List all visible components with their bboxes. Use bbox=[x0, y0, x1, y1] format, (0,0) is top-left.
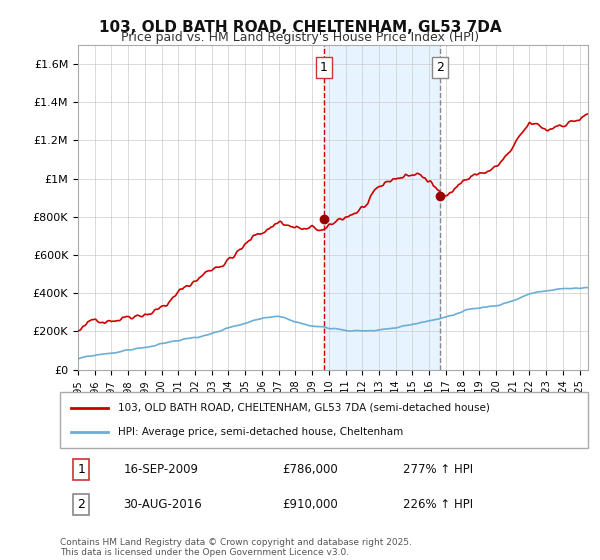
Text: 16-SEP-2009: 16-SEP-2009 bbox=[124, 463, 199, 476]
Text: £786,000: £786,000 bbox=[282, 463, 338, 476]
FancyBboxPatch shape bbox=[60, 392, 588, 448]
Text: £910,000: £910,000 bbox=[282, 498, 338, 511]
Text: 2: 2 bbox=[77, 498, 85, 511]
Text: Price paid vs. HM Land Registry's House Price Index (HPI): Price paid vs. HM Land Registry's House … bbox=[121, 31, 479, 44]
Text: 1: 1 bbox=[77, 463, 85, 476]
Bar bbox=[324, 45, 440, 370]
Text: 277% ↑ HPI: 277% ↑ HPI bbox=[403, 463, 473, 476]
Text: 103, OLD BATH ROAD, CHELTENHAM, GL53 7DA (semi-detached house): 103, OLD BATH ROAD, CHELTENHAM, GL53 7DA… bbox=[118, 403, 490, 413]
Text: 2: 2 bbox=[436, 61, 444, 74]
Text: 1: 1 bbox=[320, 61, 328, 74]
Text: 226% ↑ HPI: 226% ↑ HPI bbox=[403, 498, 473, 511]
Text: 30-AUG-2016: 30-AUG-2016 bbox=[124, 498, 202, 511]
Text: 103, OLD BATH ROAD, CHELTENHAM, GL53 7DA: 103, OLD BATH ROAD, CHELTENHAM, GL53 7DA bbox=[98, 20, 502, 35]
Text: HPI: Average price, semi-detached house, Cheltenham: HPI: Average price, semi-detached house,… bbox=[118, 427, 403, 437]
Text: Contains HM Land Registry data © Crown copyright and database right 2025.
This d: Contains HM Land Registry data © Crown c… bbox=[60, 538, 412, 557]
